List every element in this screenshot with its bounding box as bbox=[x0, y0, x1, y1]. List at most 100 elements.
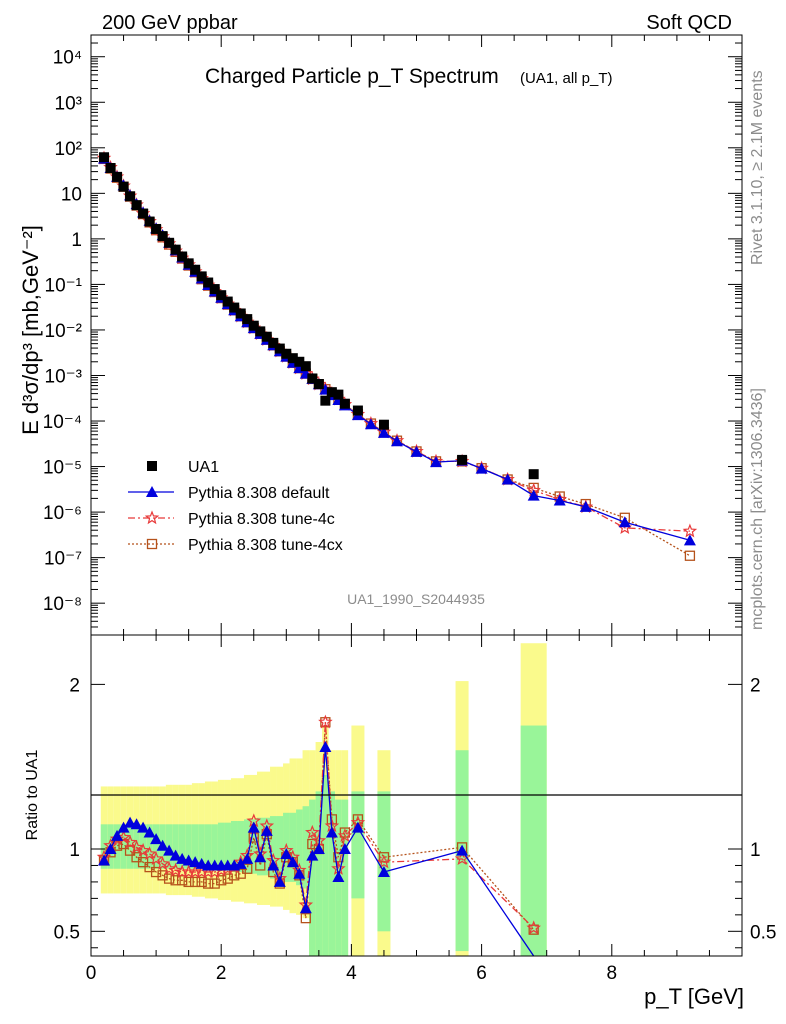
ratio-band-inner bbox=[139, 824, 147, 869]
main-line-1 bbox=[103, 158, 691, 541]
ratio-point-0 bbox=[267, 859, 280, 871]
main-point-0 bbox=[99, 152, 110, 163]
main-point-0 bbox=[248, 320, 259, 331]
main-point-0 bbox=[196, 271, 207, 282]
legend-marker bbox=[144, 510, 160, 525]
main-point-3 bbox=[684, 550, 696, 561]
ratio-band-inner bbox=[322, 774, 329, 956]
ratio-point-1 bbox=[129, 839, 144, 854]
ratio-point-0 bbox=[247, 821, 260, 833]
main-point-0 bbox=[229, 302, 240, 313]
ratio-point-0 bbox=[293, 867, 306, 879]
main-point-1 bbox=[430, 456, 443, 468]
ratio-point-2 bbox=[209, 878, 220, 889]
ratio-band-inner bbox=[283, 812, 290, 882]
main-y-tick-label: 10⁻⁴ bbox=[43, 412, 82, 433]
ratio-band-inner bbox=[243, 819, 251, 874]
legend-label: Pythia 8.308 default bbox=[188, 485, 330, 502]
ratio-band-inner bbox=[237, 821, 244, 873]
main-point-0 bbox=[333, 389, 344, 400]
ratio-band-inner bbox=[230, 821, 238, 873]
ratio-point-2 bbox=[176, 875, 188, 886]
main-plot-panel: 10⁻⁸ 10⁻⁷ 10⁻⁶ 10⁻⁵ 10⁻⁴ 10⁻³ 10⁻² 10⁻¹ 1 10 10² 10… bbox=[18, 34, 743, 636]
ratio-point-0 bbox=[104, 843, 117, 854]
legend: UA1 Pythia 8.308 default Pythia 8.308 tune… bbox=[128, 459, 343, 554]
ratio-point-2 bbox=[170, 875, 181, 886]
main-point-1 bbox=[683, 534, 696, 546]
ratio-point-0 bbox=[169, 849, 182, 861]
x-axis-label: p_T [GeV] bbox=[644, 984, 744, 1009]
main-point-0 bbox=[326, 387, 337, 398]
ratio-point-0 bbox=[98, 854, 111, 866]
ratio-point-1 bbox=[109, 831, 125, 846]
main-y-tick-label: 1 bbox=[71, 230, 82, 251]
main-point-0 bbox=[307, 373, 318, 384]
ratio-band-inner bbox=[217, 822, 225, 871]
main-point-0 bbox=[274, 343, 285, 354]
ratio-band-inner bbox=[263, 817, 271, 876]
ratio-y-axis-label: Ratio to UA1 bbox=[24, 750, 41, 841]
ratio-series-layer bbox=[96, 714, 541, 957]
main-y-tick-label: 10⁻⁸ bbox=[43, 594, 82, 615]
ratio-point-2 bbox=[203, 878, 214, 889]
main-point-0 bbox=[235, 308, 246, 319]
main-point-1 bbox=[410, 445, 423, 457]
ratio-point-0 bbox=[332, 870, 345, 882]
main-point-0 bbox=[287, 353, 298, 364]
rivet-info: Rivet 3.1.10, ≥ 2.1M events bbox=[749, 70, 766, 265]
ratio-point-0 bbox=[338, 843, 351, 854]
ratio-point-2 bbox=[157, 870, 168, 881]
ratio-point-0 bbox=[254, 851, 267, 863]
main-y-tick-label: 10⁻⁶ bbox=[43, 503, 82, 524]
main-point-0 bbox=[268, 337, 279, 348]
ratio-band-inner bbox=[341, 799, 349, 956]
ratio-point-0 bbox=[273, 875, 286, 887]
main-point-0 bbox=[320, 395, 331, 406]
ratio-band-inner bbox=[100, 824, 108, 869]
main-point-0 bbox=[528, 469, 539, 480]
ratio-band-inner bbox=[204, 824, 212, 869]
main-point-1 bbox=[475, 462, 488, 474]
analysis-id: UA1_1990_S2044935 bbox=[347, 591, 485, 607]
main-point-0 bbox=[157, 231, 168, 242]
main-y-tick-label: 10⁻⁵ bbox=[43, 458, 82, 479]
category-label: Soft QCD bbox=[646, 12, 732, 34]
ratio-band-inner bbox=[520, 725, 547, 956]
ratio-point-0 bbox=[137, 821, 150, 833]
main-point-0 bbox=[190, 264, 201, 275]
main-point-0 bbox=[216, 290, 227, 301]
ratio-band-inner bbox=[113, 824, 121, 869]
ratio-point-0 bbox=[280, 847, 293, 859]
main-point-0 bbox=[222, 296, 233, 307]
main-axis-ticks: 10⁻⁸ 10⁻⁷ 10⁻⁶ 10⁻⁵ 10⁻⁴ 10⁻³ 10⁻² 10⁻¹ 1 10 10² 10… bbox=[43, 34, 743, 636]
main-point-0 bbox=[151, 223, 162, 234]
ratio-x-tick-label: 2 bbox=[216, 963, 227, 984]
ratio-point-1 bbox=[168, 862, 183, 877]
main-point-0 bbox=[281, 348, 292, 359]
ratio-band-inner bbox=[185, 824, 192, 869]
main-point-0 bbox=[261, 331, 272, 342]
ratio-band-inner bbox=[133, 824, 140, 869]
ratio-point-2 bbox=[229, 870, 240, 881]
ratio-band-inner bbox=[270, 816, 277, 879]
ratio-point-0 bbox=[117, 821, 130, 833]
ratio-x-tick-label: 4 bbox=[346, 963, 357, 984]
main-point-0 bbox=[138, 208, 149, 219]
main-title-note: (UA1, all p_T) bbox=[520, 70, 613, 87]
ratio-point-1 bbox=[305, 824, 320, 839]
ratio-x-tick-label: 6 bbox=[476, 963, 487, 984]
ratio-y-tick-label-right: 0.5 bbox=[750, 922, 776, 943]
ratio-band-inner bbox=[120, 824, 127, 869]
ratio-y-tick-label: 0.5 bbox=[54, 922, 80, 943]
ratio-band-inner bbox=[224, 822, 231, 871]
ratio-band-inner bbox=[302, 806, 310, 889]
main-y-tick-label: 10² bbox=[55, 139, 82, 160]
ratio-point-2 bbox=[300, 912, 311, 924]
main-point-0 bbox=[209, 284, 220, 295]
ratio-point-0 bbox=[456, 844, 469, 856]
ratio-band-inner bbox=[178, 824, 186, 869]
main-point-0 bbox=[164, 237, 175, 248]
ratio-band-inner bbox=[211, 824, 218, 869]
ratio-point-2 bbox=[196, 876, 207, 888]
